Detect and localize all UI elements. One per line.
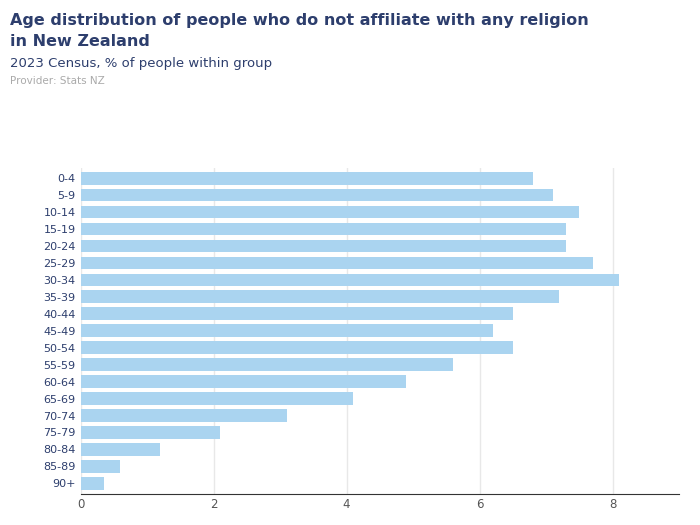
Text: 2023 Census, % of people within group: 2023 Census, % of people within group xyxy=(10,57,272,70)
Bar xyxy=(80,274,619,286)
Bar xyxy=(80,392,353,405)
Bar xyxy=(80,189,553,202)
Bar xyxy=(80,443,160,456)
Bar xyxy=(80,223,566,235)
Bar xyxy=(80,409,287,422)
Bar xyxy=(80,257,593,269)
Bar xyxy=(80,308,512,320)
Bar xyxy=(80,206,580,218)
Bar xyxy=(80,341,512,354)
Text: in New Zealand: in New Zealand xyxy=(10,34,150,49)
Bar xyxy=(80,426,220,439)
Bar xyxy=(80,172,533,184)
Bar xyxy=(80,324,493,337)
Bar xyxy=(80,460,120,472)
Bar xyxy=(80,375,406,388)
Text: Provider: Stats NZ: Provider: Stats NZ xyxy=(10,76,105,86)
Text: Age distribution of people who do not affiliate with any religion: Age distribution of people who do not af… xyxy=(10,13,589,28)
Bar xyxy=(80,477,104,490)
Bar xyxy=(80,239,566,253)
Bar xyxy=(80,358,453,371)
Text: figure.nz: figure.nz xyxy=(579,14,660,31)
Bar xyxy=(80,290,559,303)
